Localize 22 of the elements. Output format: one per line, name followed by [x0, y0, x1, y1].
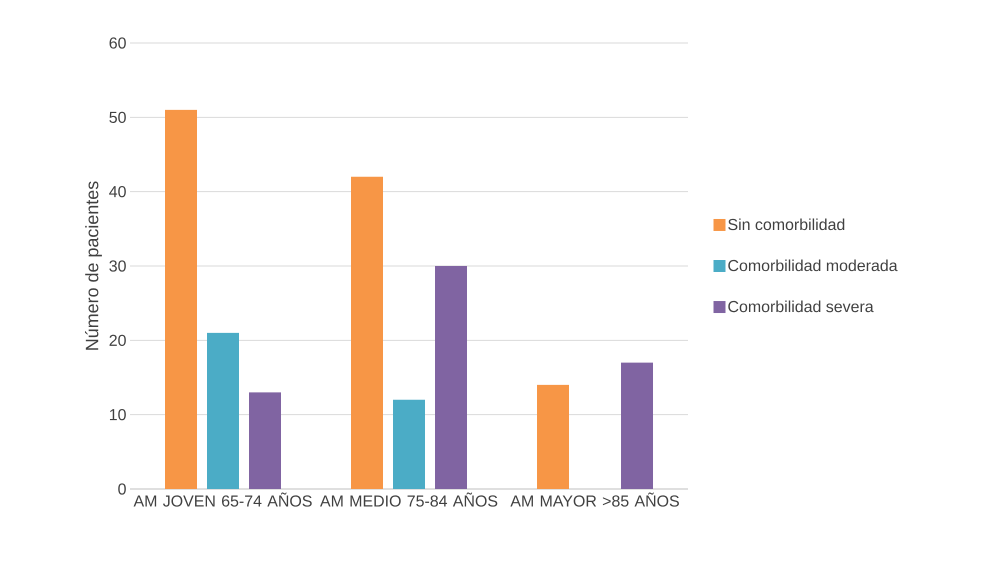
bar — [621, 362, 654, 489]
x-tick-label: AM MAYOR >85 AÑOS — [510, 492, 679, 507]
bar — [393, 400, 426, 489]
y-tick-label: 50 — [109, 112, 126, 123]
y-axis-title: Número de pacientes — [84, 181, 102, 350]
bar — [351, 176, 384, 489]
bar — [249, 392, 282, 489]
legend-label: Sin comorbilidad — [728, 218, 844, 230]
y-tick-label: 30 — [109, 260, 126, 272]
y-tick-label: 60 — [110, 37, 126, 49]
y-tick-label: 10 — [110, 409, 126, 420]
bar — [207, 332, 240, 489]
bar — [537, 384, 570, 489]
y-tick-label: 40 — [109, 186, 126, 198]
x-tick-label: AM JOVEN 65-74 AÑOS — [134, 492, 312, 507]
y-tick-label: 20 — [110, 334, 126, 346]
bar — [165, 110, 197, 489]
y-tick-label: 0 — [118, 483, 126, 495]
legend-label: Comorbilidad moderada — [728, 259, 898, 272]
legend-label: Comorbilidad severa — [728, 300, 874, 312]
x-tick-label: AM MEDIO 75-84 AÑOS — [320, 492, 498, 507]
bar — [435, 266, 468, 489]
